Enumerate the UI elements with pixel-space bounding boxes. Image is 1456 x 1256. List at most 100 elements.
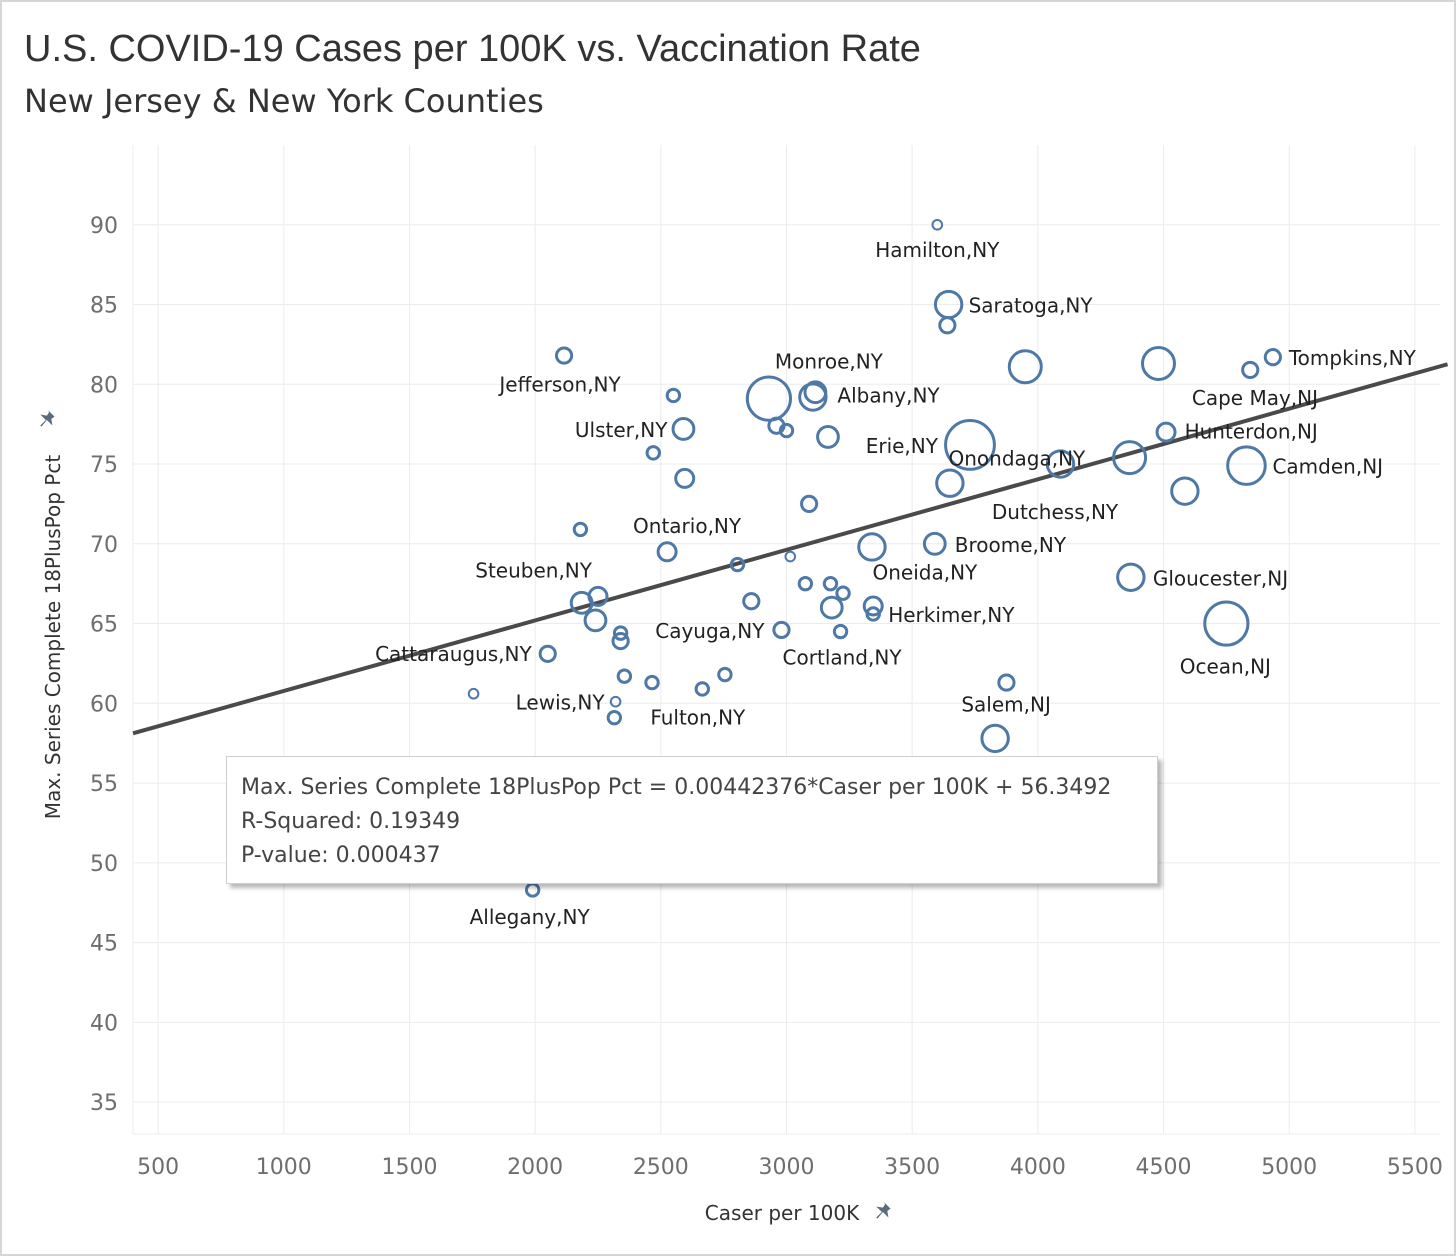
data-point (616, 668, 633, 684)
x-tick-label: 2500 (633, 1155, 689, 1180)
data-point (1170, 476, 1200, 506)
data-point (467, 687, 480, 700)
y-tick-label: 35 (90, 1091, 118, 1116)
data-point (1112, 440, 1148, 476)
point-label: Erie,NY (866, 434, 939, 458)
data-points (467, 218, 1282, 898)
data-point (797, 575, 814, 592)
y-axis-label: Max. Series Complete 18PlusPop Pct (41, 455, 65, 820)
x-axis-ticks: 500 1000 1500 2000 2500 3000 3500 4000 4500 5000 5… (137, 1155, 1443, 1180)
point-label: Lewis,NY (516, 691, 606, 715)
data-point (674, 467, 696, 489)
data-point (694, 681, 710, 697)
data-point (931, 218, 944, 231)
y-tick-label: 50 (90, 852, 118, 877)
data-point (784, 550, 797, 563)
point-label: Herkimer,NY (888, 603, 1015, 627)
data-point (1140, 346, 1176, 382)
point-label: Oneida,NY (872, 561, 978, 585)
point-label: Cortland,NY (783, 646, 903, 670)
data-point (800, 494, 819, 514)
trendline-equation: Max. Series Complete 18PlusPop Pct = 0.0… (241, 775, 1112, 800)
y-tick-label: 75 (90, 453, 118, 478)
x-tick-label: 3500 (884, 1155, 940, 1180)
x-tick-label: 5500 (1387, 1155, 1443, 1180)
data-point (772, 620, 791, 640)
trend-line (132, 362, 1449, 736)
y-tick-label: 70 (90, 533, 118, 558)
x-tick-label: 2000 (507, 1155, 563, 1180)
chart-subtitle: New Jersey & New York Counties (24, 82, 544, 120)
data-point (1226, 445, 1267, 486)
data-point (644, 674, 660, 691)
x-tick-label: 1500 (381, 1155, 437, 1180)
y-tick-label: 45 (90, 932, 118, 957)
data-point (1116, 562, 1146, 592)
gridlines (132, 145, 1440, 1135)
point-label: Ontario,NY (633, 514, 742, 538)
x-tick-label: 5000 (1261, 1155, 1317, 1180)
point-label: Tompkins,NY (1288, 346, 1417, 370)
point-label: Onondaga,NY (949, 447, 1087, 471)
data-point (1155, 421, 1177, 443)
data-point (862, 595, 884, 617)
p-value: P-value: 0.000437 (241, 843, 441, 868)
point-label: Gloucester,NJ (1153, 566, 1288, 590)
point-label: Ulster,NY (575, 418, 668, 442)
data-point (524, 882, 541, 898)
y-tick-label: 55 (90, 772, 118, 797)
data-point (938, 316, 957, 335)
x-axis-label: Caser per 100K (705, 1201, 860, 1225)
data-point (729, 556, 746, 573)
data-point (857, 532, 887, 562)
data-point (569, 590, 594, 615)
x-tick-label: 4500 (1136, 1155, 1192, 1180)
y-tick-label: 40 (90, 1011, 118, 1036)
data-point (1263, 348, 1282, 367)
pin-icon[interactable] (876, 1202, 891, 1219)
point-label: Cape May,NJ (1192, 386, 1318, 410)
data-point (980, 723, 1010, 754)
data-point (922, 531, 947, 556)
point-label: Saratoga,NY (969, 294, 1094, 318)
trendline-tooltip: Max. Series Complete 18PlusPop Pct = 0.0… (226, 756, 1158, 884)
data-point (606, 709, 623, 726)
point-label: Allegany,NY (470, 905, 591, 929)
point-labels: Hamilton,NY Saratoga,NY Jefferson,NY Tompki… (375, 238, 1417, 929)
data-point (742, 592, 761, 611)
point-label: Monroe,NY (775, 350, 884, 374)
x-tick-label: 4000 (1010, 1155, 1066, 1180)
point-label: Cattaraugus,NY (375, 642, 532, 666)
data-point (1045, 449, 1076, 479)
point-label: Albany,NY (837, 383, 940, 407)
y-tick-label: 85 (90, 294, 118, 319)
data-point (554, 346, 574, 365)
data-point (609, 695, 622, 708)
data-point (1203, 600, 1250, 647)
y-axis-ticks: 35 40 45 50 55 60 65 70 75 80 85 90 (90, 214, 118, 1116)
data-point (665, 387, 682, 404)
data-point (798, 382, 828, 412)
data-point (767, 416, 786, 435)
data-point (832, 623, 849, 640)
data-point (835, 585, 851, 601)
data-point (572, 521, 589, 538)
data-point (1241, 360, 1260, 380)
data-point (819, 595, 844, 620)
x-tick-label: 1000 (256, 1155, 312, 1180)
data-point (645, 445, 661, 461)
pin-icon[interactable] (40, 410, 55, 427)
y-tick-label: 80 (90, 373, 118, 398)
chart-title: U.S. COVID-19 Cases per 100K vs. Vaccina… (24, 28, 921, 70)
data-point (717, 666, 733, 683)
data-point (803, 380, 828, 405)
point-label: Dutchess,NY (992, 500, 1119, 524)
data-point (1007, 349, 1043, 385)
data-point (944, 418, 996, 471)
data-point (656, 541, 678, 563)
r-squared: R-Squared: 0.19349 (241, 809, 461, 834)
point-label: Ocean,NJ (1180, 655, 1271, 679)
data-point (822, 575, 839, 592)
